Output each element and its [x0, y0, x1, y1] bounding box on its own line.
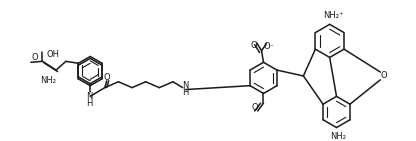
Text: NH₂: NH₂: [330, 132, 347, 141]
Text: OH: OH: [47, 50, 59, 59]
Text: NH₂⁺: NH₂⁺: [323, 11, 344, 20]
Text: O⁻: O⁻: [264, 42, 275, 51]
Text: H: H: [86, 99, 92, 108]
Text: H: H: [183, 88, 189, 97]
Text: N: N: [86, 92, 92, 101]
Text: O: O: [104, 73, 110, 82]
Text: NH₂: NH₂: [40, 76, 56, 85]
Text: O: O: [381, 71, 388, 80]
Text: N: N: [183, 81, 189, 90]
Text: O: O: [31, 53, 38, 62]
Text: O: O: [250, 41, 257, 50]
Text: O: O: [251, 103, 258, 112]
